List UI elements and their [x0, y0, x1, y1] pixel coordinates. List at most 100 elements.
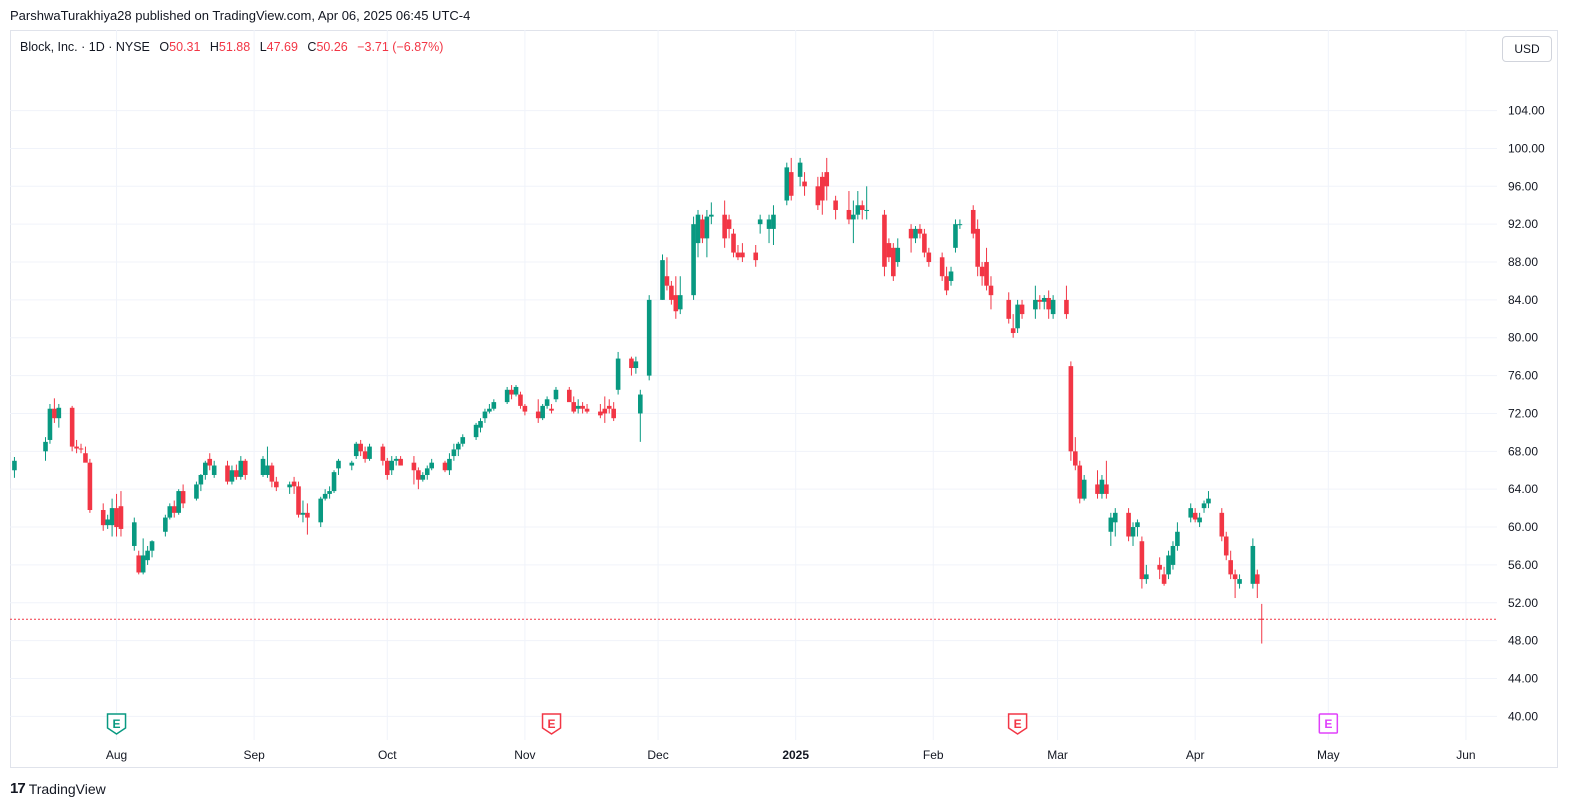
candle-body — [238, 460, 244, 477]
candle-body — [833, 200, 838, 210]
open-label: O — [159, 40, 170, 54]
earnings-marker-icon: E — [1007, 713, 1028, 735]
candle — [149, 540, 155, 558]
candle — [336, 458, 341, 475]
candle — [478, 418, 483, 433]
candle-body — [180, 491, 186, 504]
candle — [429, 458, 434, 471]
candle-body — [824, 172, 830, 187]
candle — [305, 503, 310, 535]
candle — [420, 472, 426, 482]
candle-body — [473, 424, 479, 438]
candle-body — [1250, 545, 1256, 584]
candle — [300, 500, 306, 523]
candle-body — [575, 405, 581, 409]
candle — [416, 467, 421, 490]
candle-body — [820, 176, 825, 201]
chart-grid — [10, 30, 1497, 740]
candle — [1095, 470, 1100, 499]
candle — [669, 280, 674, 305]
candle-body — [487, 408, 492, 412]
candle — [731, 228, 736, 258]
candle — [757, 214, 763, 234]
candle — [598, 404, 603, 419]
candle — [203, 460, 208, 480]
candle — [447, 453, 452, 475]
y-tick-label: 76.00 — [1508, 369, 1538, 383]
candle — [225, 460, 230, 485]
high-value: 51.88 — [218, 40, 251, 54]
candle-body — [722, 214, 727, 239]
candle — [1250, 538, 1256, 589]
candle — [1068, 361, 1074, 461]
candle-body — [606, 405, 612, 409]
candle-body — [389, 460, 395, 471]
candle-body — [460, 437, 466, 444]
candle-body — [553, 389, 559, 400]
candle-body — [882, 214, 887, 267]
candle-body — [420, 474, 426, 480]
x-tick-label: Jun — [1456, 748, 1475, 762]
candle-body — [771, 214, 776, 229]
symbol-legend[interactable]: Block, Inc. · 1D · NYSE O50.31 H51.88 L4… — [20, 40, 443, 54]
x-tick-label: Apr — [1186, 748, 1205, 762]
earnings-marker-icon: E — [541, 713, 562, 735]
candle-body — [1033, 299, 1038, 310]
candle-body — [429, 462, 434, 469]
candle — [1201, 500, 1207, 513]
candle-body — [1068, 366, 1074, 452]
candle — [393, 456, 399, 466]
candle — [1135, 519, 1140, 537]
candle-body — [482, 411, 488, 419]
earnings-marker-letter: E — [1324, 717, 1332, 731]
footer-brand[interactable]: 17 TradingView — [10, 780, 106, 797]
earnings-marker-icon: E — [106, 713, 127, 735]
earnings-marker-icon: E — [1318, 713, 1339, 734]
candle-body — [948, 271, 954, 281]
candle — [296, 481, 301, 518]
candle — [140, 538, 146, 575]
candle-body — [629, 358, 634, 369]
candle — [571, 396, 577, 414]
candle — [105, 514, 110, 529]
candle — [820, 172, 825, 215]
candle-body — [513, 386, 519, 395]
candle-body — [922, 233, 927, 253]
candle — [633, 356, 639, 374]
candle — [1228, 550, 1233, 580]
candle — [167, 503, 173, 520]
currency-button[interactable]: USD — [1502, 36, 1552, 62]
candle-body — [78, 448, 84, 450]
candle — [451, 443, 457, 461]
candle-body — [975, 228, 980, 267]
chart-frame — [10, 30, 1558, 768]
candle-body — [105, 519, 110, 526]
candle-body — [1077, 465, 1083, 499]
candle — [1112, 508, 1118, 537]
y-tick-label: 40.00 — [1508, 709, 1538, 723]
footer-brand-label: TradingView — [28, 780, 106, 797]
candle-body — [327, 491, 332, 494]
candle-body — [451, 449, 457, 457]
candle — [979, 262, 985, 286]
candle — [1237, 574, 1242, 589]
candle — [442, 460, 448, 473]
candle-body — [171, 506, 177, 513]
candle-body — [1010, 328, 1016, 334]
y-tick-label: 80.00 — [1508, 331, 1538, 345]
x-tick-label: Sep — [243, 748, 265, 762]
candle — [180, 484, 186, 509]
x-tick-label: Aug — [106, 748, 127, 762]
candle — [487, 404, 492, 414]
candle-body — [47, 408, 53, 440]
candle — [131, 517, 137, 551]
candle — [1130, 522, 1136, 546]
high-label: H — [209, 40, 219, 54]
candle-body — [442, 462, 448, 471]
candle-body — [318, 498, 324, 523]
candle-body — [615, 358, 621, 390]
candle-body — [580, 405, 585, 409]
candle-body — [1223, 536, 1229, 556]
